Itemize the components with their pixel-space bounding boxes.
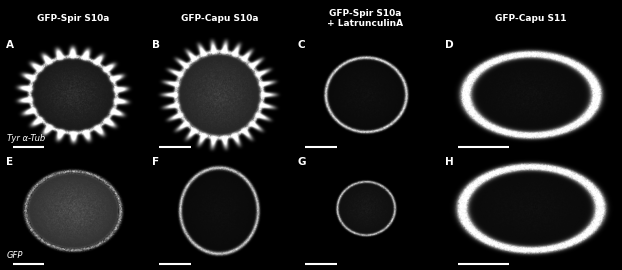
Text: E: E (6, 157, 12, 167)
Text: G: G (298, 157, 307, 167)
Text: H: H (445, 157, 454, 167)
Text: GFP-Spir S10a
+ LatrunculinA: GFP-Spir S10a + LatrunculinA (327, 9, 404, 28)
Text: B: B (152, 40, 160, 50)
Text: GFP-Spir S10a: GFP-Spir S10a (37, 14, 109, 23)
Text: C: C (298, 40, 305, 50)
Text: GFP: GFP (7, 251, 24, 260)
Text: A: A (6, 40, 14, 50)
Text: GFP-Capu S11: GFP-Capu S11 (494, 14, 566, 23)
Text: GFP-Capu S10a: GFP-Capu S10a (180, 14, 258, 23)
Text: F: F (152, 157, 159, 167)
Text: Tyr α-Tub: Tyr α-Tub (7, 134, 45, 143)
Text: D: D (445, 40, 454, 50)
